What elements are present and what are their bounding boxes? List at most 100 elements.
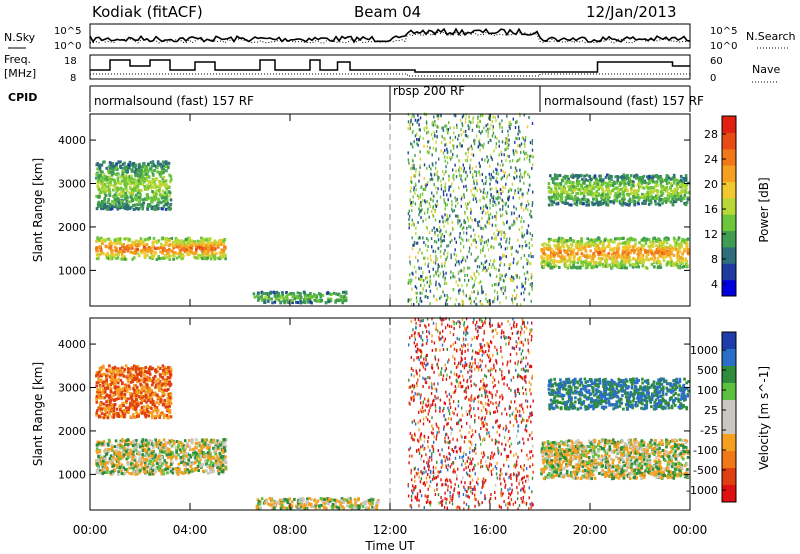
echo-cell	[495, 190, 498, 194]
echo-cell	[458, 165, 461, 169]
echo-cell	[425, 276, 427, 280]
echo-cell	[170, 243, 173, 247]
echo-cell	[474, 218, 476, 222]
echo-cell	[101, 177, 104, 181]
echo-cell	[198, 461, 201, 465]
echo-cell	[521, 245, 524, 248]
echo-cell	[332, 291, 336, 295]
echo-cell	[121, 204, 124, 208]
echo-cell	[457, 270, 460, 274]
echo-cell	[515, 217, 518, 221]
echo-cell	[480, 226, 482, 230]
echo-cell	[418, 179, 420, 183]
echo-cell	[168, 239, 172, 242]
echo-cell	[458, 302, 460, 306]
echo-cell	[508, 196, 510, 200]
echo-cell	[495, 211, 498, 215]
echo-cell	[492, 115, 494, 119]
echo-cell	[633, 262, 636, 266]
echo-cell	[419, 193, 422, 197]
echo-cell	[425, 121, 428, 125]
echo-cell	[506, 114, 508, 118]
echo-cell	[136, 191, 140, 195]
echo-cell	[417, 118, 420, 122]
echo-cell	[419, 116, 422, 120]
echo-cell	[257, 291, 260, 295]
echo-cell	[611, 240, 614, 244]
echo-cell	[659, 262, 662, 266]
echo-cell	[636, 195, 640, 199]
echo-cell	[473, 238, 476, 242]
echo-cell	[169, 254, 172, 258]
echo-cell	[136, 184, 140, 188]
echo-cell	[149, 443, 153, 447]
echo-cell	[158, 200, 161, 204]
echo-cell	[421, 207, 423, 211]
echo-cell	[211, 455, 215, 459]
echo-cell	[444, 148, 446, 152]
echo-cell	[415, 286, 418, 290]
echo-cell	[136, 188, 139, 192]
echo-cell	[444, 182, 447, 186]
echo-cell	[430, 258, 432, 262]
echo-cell	[471, 167, 474, 170]
echo-cell	[505, 210, 507, 213]
echo-cell	[470, 211, 472, 215]
echo-cell	[639, 251, 643, 255]
echo-cell	[409, 201, 412, 205]
echo-cell	[600, 185, 603, 189]
echo-cell	[575, 174, 578, 178]
echo-cell	[490, 178, 492, 182]
echo-cell	[434, 119, 436, 123]
echo-cell	[495, 275, 498, 278]
echo-cell	[569, 180, 572, 184]
echo-cell	[556, 202, 560, 206]
echo-cell	[501, 130, 503, 133]
echo-cell	[629, 236, 632, 240]
nave-label: Nave	[752, 63, 780, 76]
echo-cell	[465, 113, 467, 117]
echo-cell	[524, 152, 526, 156]
echo-cell	[523, 291, 525, 295]
echo-cell	[580, 237, 583, 241]
echo-cell	[299, 295, 303, 299]
echo-cell	[212, 246, 215, 250]
echo-cell	[134, 445, 138, 449]
echo-cell	[495, 235, 497, 239]
echo-cell	[592, 259, 595, 263]
echo-cell	[466, 216, 469, 220]
echo-cell	[505, 255, 507, 259]
echo-cell	[313, 298, 316, 302]
y-tick-label: 4000	[58, 134, 86, 147]
echo-cell	[512, 196, 514, 200]
echo-cell	[409, 273, 411, 277]
echo-cell	[604, 237, 607, 241]
echo-cell	[637, 251, 641, 255]
echo-cell	[223, 458, 227, 462]
echo-cell	[487, 131, 489, 135]
echo-cell	[115, 194, 118, 198]
echo-cell	[126, 170, 129, 174]
echo-cell	[453, 144, 455, 148]
echo-cell	[511, 159, 514, 163]
echo-cell	[120, 173, 124, 177]
echo-cell	[162, 168, 166, 171]
echo-cell	[169, 453, 172, 457]
echo-cell	[661, 184, 665, 188]
echo-cell	[615, 256, 619, 260]
echo-cell	[461, 124, 464, 128]
echo-cell	[460, 197, 463, 201]
echo-cell	[667, 198, 670, 202]
echo-cell	[426, 200, 428, 203]
echo-cell	[526, 271, 529, 275]
echo-cell	[627, 240, 630, 244]
echo-cell	[585, 255, 589, 259]
echo-cell	[482, 207, 484, 211]
echo-cell	[320, 298, 324, 302]
echo-cell	[634, 189, 638, 193]
echo-cell	[603, 181, 607, 185]
echo-cell	[580, 173, 583, 177]
echo-cell	[631, 247, 635, 251]
echo-cell	[101, 472, 105, 476]
echo-cell	[525, 277, 527, 281]
